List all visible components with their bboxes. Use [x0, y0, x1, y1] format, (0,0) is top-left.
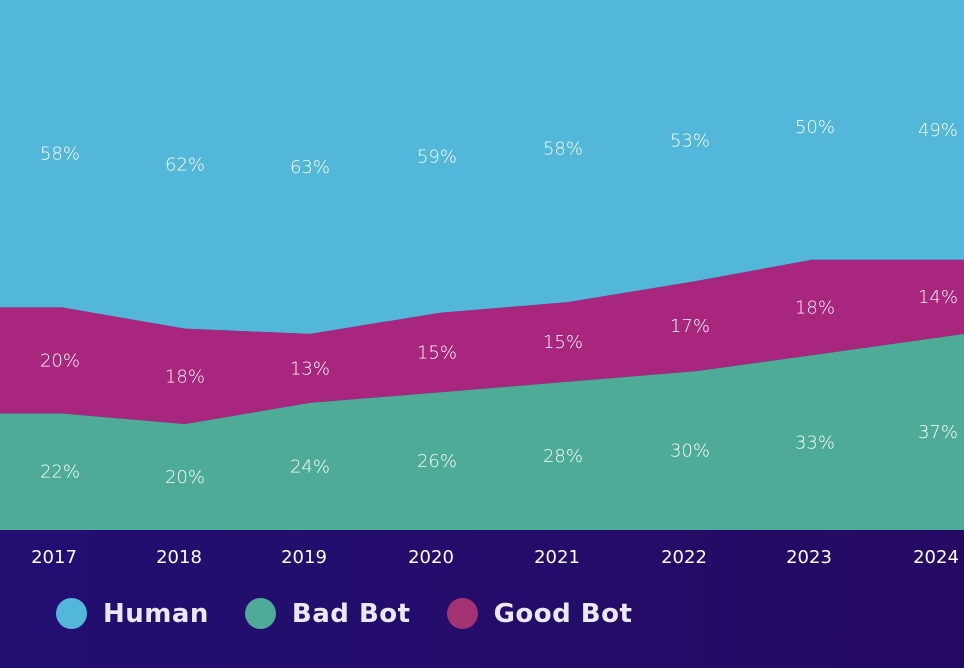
legend-item-bad-bot: Bad Bot: [244, 598, 411, 629]
data-label-human: 58%: [543, 138, 583, 159]
data-label-good-bot: 15%: [417, 342, 457, 363]
legend-label: Bad Bot: [291, 598, 411, 629]
data-label-human: 53%: [670, 130, 710, 151]
legend-label: Good Bot: [493, 598, 633, 629]
data-label-bad-bot: 33%: [795, 433, 835, 454]
data-label-good-bot: 18%: [795, 297, 835, 318]
x-tick-label: 2021: [534, 547, 580, 568]
data-label-bad-bot: 30%: [670, 441, 710, 462]
x-tick-label: 2020: [408, 547, 454, 568]
legend-item-human: Human: [56, 598, 209, 629]
data-label-good-bot: 15%: [543, 332, 583, 353]
footer-band: [0, 530, 964, 668]
data-label-human: 58%: [40, 144, 80, 165]
data-label-human: 63%: [290, 157, 330, 178]
legend-label: Human: [103, 598, 209, 629]
data-label-human: 59%: [417, 146, 457, 167]
data-label-bad-bot: 26%: [417, 451, 457, 472]
legend-item-good-bot: Good Bot: [446, 598, 633, 629]
area-good-bot: [0, 259, 964, 424]
legend-swatch-good-bot: [446, 598, 478, 629]
area-bad-bot: [0, 333, 964, 530]
x-tick-label: 2018: [156, 547, 202, 568]
legend: Human Bad Bot Good Bot: [56, 598, 668, 629]
data-label-human: 62%: [165, 154, 205, 175]
area-human: [0, 0, 964, 334]
data-label-bad-bot: 28%: [543, 446, 583, 467]
data-label-bad-bot: 37%: [918, 422, 958, 443]
data-label-good-bot: 18%: [165, 366, 205, 387]
data-label-bad-bot: 20%: [165, 467, 205, 488]
data-label-good-bot: 20%: [40, 350, 80, 371]
legend-swatch-bad-bot: [244, 598, 276, 629]
data-label-good-bot: 14%: [918, 287, 958, 308]
x-tick-label: 2019: [281, 547, 327, 568]
data-label-human: 50%: [795, 117, 835, 138]
x-tick-label: 2024: [913, 547, 959, 568]
data-label-human: 49%: [918, 120, 958, 141]
data-label-bad-bot: 22%: [40, 462, 80, 483]
data-label-bad-bot: 24%: [290, 456, 330, 477]
data-label-good-bot: 13%: [290, 358, 330, 379]
legend-swatch-human: [56, 598, 87, 629]
x-tick-label: 2017: [31, 547, 77, 568]
x-tick-label: 2023: [786, 547, 832, 568]
data-label-good-bot: 17%: [670, 316, 710, 337]
x-tick-label: 2022: [661, 547, 707, 568]
